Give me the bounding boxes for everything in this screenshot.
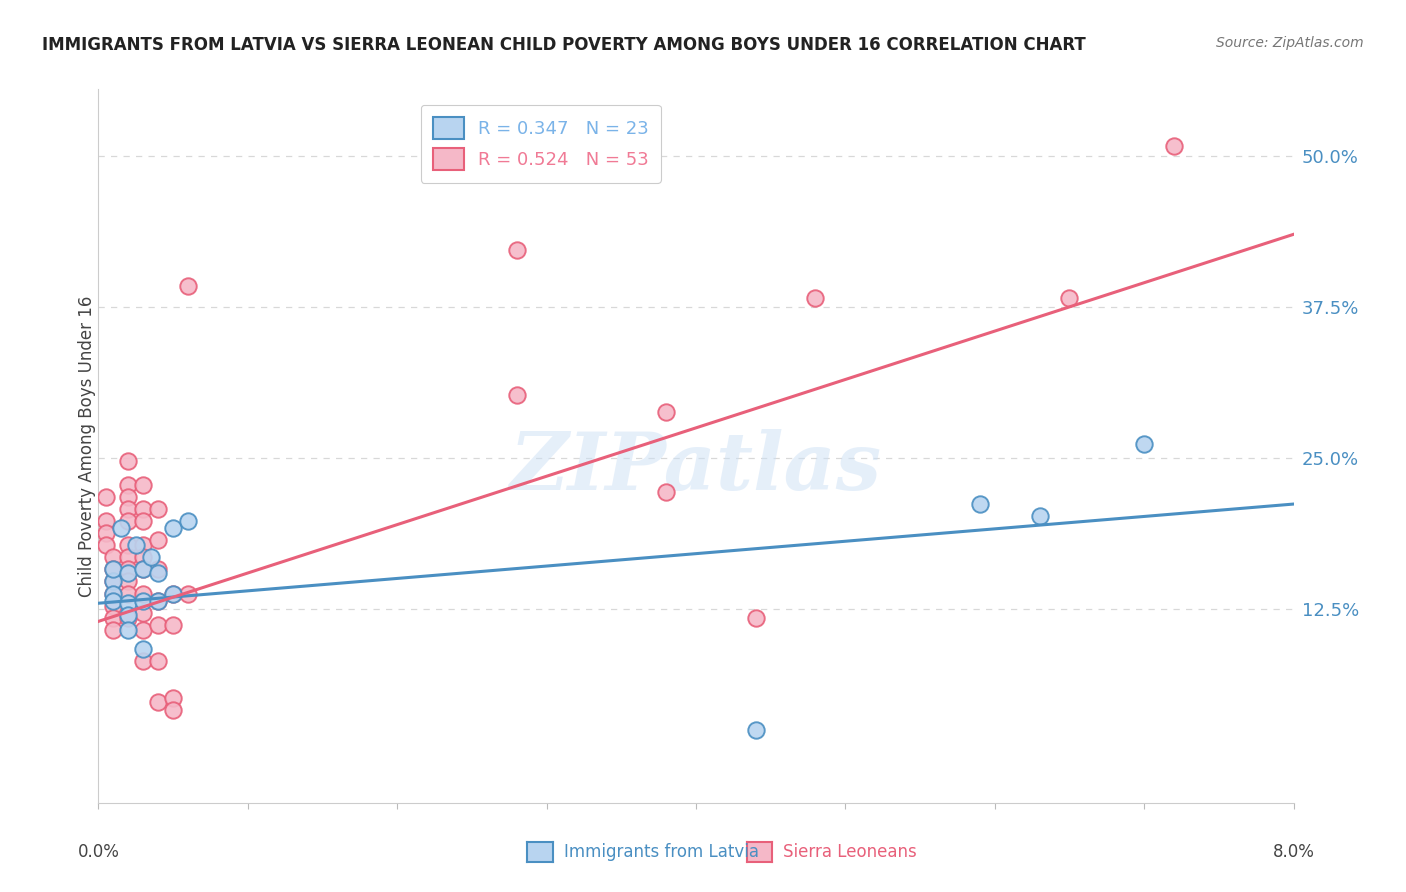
Point bbox=[103, 611, 125, 625]
Point bbox=[117, 550, 139, 565]
Point bbox=[132, 477, 155, 491]
Point bbox=[94, 514, 117, 528]
Point bbox=[148, 562, 170, 576]
Point bbox=[103, 623, 125, 637]
Point bbox=[117, 562, 139, 576]
Point bbox=[103, 599, 125, 613]
Point bbox=[132, 550, 155, 565]
Point bbox=[148, 594, 170, 608]
Point bbox=[103, 586, 125, 600]
Point bbox=[148, 533, 170, 548]
Point bbox=[132, 654, 155, 668]
Point bbox=[745, 723, 768, 738]
Point bbox=[117, 502, 139, 516]
Text: Sierra Leoneans: Sierra Leoneans bbox=[783, 843, 917, 861]
Point bbox=[132, 562, 155, 576]
Point bbox=[177, 586, 200, 600]
Point bbox=[162, 586, 184, 600]
Point bbox=[94, 526, 117, 541]
Text: 0.0%: 0.0% bbox=[77, 843, 120, 861]
Point bbox=[103, 574, 125, 589]
Point bbox=[117, 453, 139, 467]
Point bbox=[103, 586, 125, 600]
Point bbox=[94, 490, 117, 504]
Point bbox=[148, 654, 170, 668]
Point bbox=[132, 562, 155, 576]
Point bbox=[132, 642, 155, 657]
Point bbox=[117, 538, 139, 552]
Point bbox=[117, 596, 139, 610]
Point bbox=[804, 292, 827, 306]
Point bbox=[1059, 292, 1081, 306]
Point bbox=[162, 521, 184, 535]
Point bbox=[162, 690, 184, 705]
Point bbox=[139, 550, 162, 565]
Point bbox=[148, 502, 170, 516]
Point bbox=[117, 566, 139, 580]
Point bbox=[655, 405, 678, 419]
Point bbox=[745, 611, 768, 625]
Point bbox=[1028, 509, 1050, 524]
Point bbox=[148, 594, 170, 608]
Point bbox=[969, 497, 991, 511]
Point bbox=[506, 388, 529, 402]
Point bbox=[117, 514, 139, 528]
Point bbox=[177, 279, 200, 293]
Point bbox=[1163, 139, 1185, 153]
Point bbox=[117, 477, 139, 491]
Point bbox=[132, 594, 155, 608]
Y-axis label: Child Poverty Among Boys Under 16: Child Poverty Among Boys Under 16 bbox=[79, 295, 96, 597]
Text: Source: ZipAtlas.com: Source: ZipAtlas.com bbox=[1216, 36, 1364, 50]
Point bbox=[162, 703, 184, 717]
Point bbox=[132, 514, 155, 528]
Text: IMMIGRANTS FROM LATVIA VS SIERRA LEONEAN CHILD POVERTY AMONG BOYS UNDER 16 CORRE: IMMIGRANTS FROM LATVIA VS SIERRA LEONEAN… bbox=[42, 36, 1085, 54]
Point bbox=[132, 502, 155, 516]
Text: 8.0%: 8.0% bbox=[1272, 843, 1315, 861]
Point bbox=[117, 611, 139, 625]
Point bbox=[103, 550, 125, 565]
Point bbox=[1133, 436, 1156, 450]
Point bbox=[177, 514, 200, 528]
Point bbox=[117, 574, 139, 589]
Point bbox=[132, 538, 155, 552]
Point bbox=[103, 594, 125, 608]
Text: ZIPatlas: ZIPatlas bbox=[510, 429, 882, 506]
Point bbox=[655, 485, 678, 500]
Point bbox=[117, 608, 139, 623]
Point bbox=[148, 695, 170, 709]
Point bbox=[132, 606, 155, 620]
Point bbox=[110, 521, 132, 535]
Text: Immigrants from Latvia: Immigrants from Latvia bbox=[564, 843, 759, 861]
Point bbox=[117, 623, 139, 637]
Point bbox=[125, 538, 148, 552]
Point bbox=[117, 490, 139, 504]
Point bbox=[94, 538, 117, 552]
Point bbox=[148, 618, 170, 632]
Point bbox=[148, 566, 170, 580]
Point bbox=[506, 243, 529, 257]
Legend: R = 0.347   N = 23, R = 0.524   N = 53: R = 0.347 N = 23, R = 0.524 N = 53 bbox=[420, 105, 661, 183]
Point bbox=[103, 574, 125, 589]
Point bbox=[103, 562, 125, 576]
Point bbox=[103, 562, 125, 576]
Point bbox=[162, 586, 184, 600]
Point bbox=[162, 618, 184, 632]
Point bbox=[132, 623, 155, 637]
Point bbox=[132, 586, 155, 600]
Point bbox=[117, 586, 139, 600]
